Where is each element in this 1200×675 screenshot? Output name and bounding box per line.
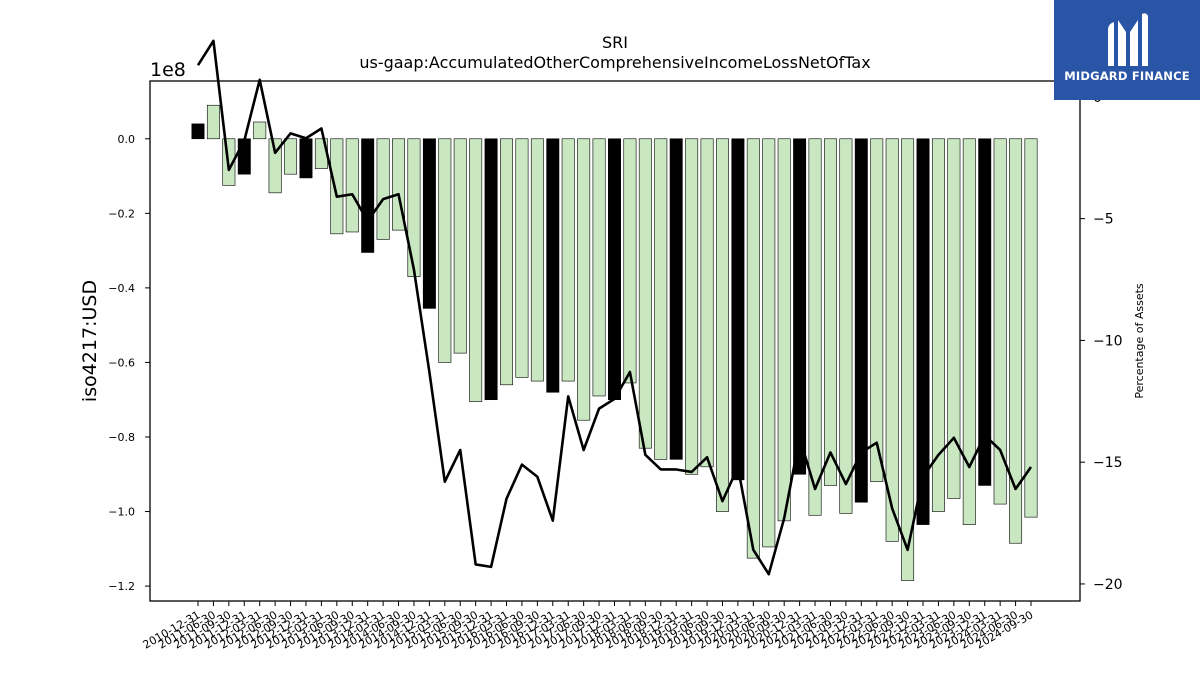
bar [731,138,745,481]
chart-title: SRI [602,33,628,52]
bar [530,138,544,382]
y-tick-label: −1.0 [108,506,135,519]
bar [916,138,930,525]
bar [299,138,313,179]
y-tick-label: −1.2 [108,580,135,593]
bar [237,138,251,175]
y2-axis-label: Percentage of Assets [1133,283,1146,399]
bar [469,138,483,402]
bar [901,138,915,581]
bar [623,138,637,384]
bar [777,138,791,522]
y-axis-ticks: 0.0 −0.2 −0.4 −0.6 −0.8 −1.0 −1.2 [108,133,150,593]
bar [854,138,868,503]
bar [993,138,1007,505]
bar [931,138,945,512]
watermark-logo: MIDGARD FINANCE [1054,0,1200,100]
bar [592,138,606,397]
y2-axis-ticks: 0−5−10−15−20 [1080,90,1123,593]
bar [330,138,344,235]
bar [808,138,822,516]
bar [962,138,976,525]
plot-frame [149,80,1081,602]
y2-tick-label: −10 [1093,333,1123,349]
bar [716,138,729,512]
bar [546,138,560,393]
watermark-text: MIDGARD FINANCE [1064,69,1190,83]
bar [654,138,668,460]
y-tick-label: −0.8 [108,431,135,444]
bar [870,138,884,483]
bar [438,138,452,363]
y-tick-label: 0.0 [118,133,136,146]
bar [669,138,683,460]
bar [746,138,760,559]
bar [422,138,436,309]
x-axis-ticks: 2010-12-312011-06-302011-09-302011-12-31… [141,601,1036,652]
bar [453,138,467,354]
bar [793,138,807,475]
bar [1009,138,1023,544]
bar [885,138,899,542]
bar [500,138,513,386]
bar [839,138,853,514]
y2-tick-label: −5 [1093,212,1114,228]
bar [638,138,652,449]
bar [823,138,837,486]
bar [361,138,375,253]
y-axis-label: iso4217:USD [79,280,101,402]
y2-tick-label: −15 [1093,455,1123,471]
bar [484,138,498,401]
y-tick-label: −0.4 [108,282,135,295]
line-series [196,39,1033,576]
bar [947,138,961,499]
bar [407,138,421,277]
bar [345,138,359,233]
bar [284,138,298,175]
bar [376,138,390,240]
bar [561,138,575,382]
bar-series [191,104,1038,581]
bar [577,138,591,421]
series-line [196,39,1033,576]
bar [978,138,992,486]
bar [268,138,282,194]
bar [700,138,714,468]
bar [762,138,776,548]
chart-subtitle: us-gaap:AccumulatedOtherComprehensiveInc… [359,53,870,72]
bar [206,104,220,140]
bar [1024,138,1038,518]
midgard-logo-icon [1108,13,1148,66]
y-axis-offset-label: 1e8 [150,59,186,81]
y-tick-label: −0.2 [108,207,135,220]
y-tick-label: −0.6 [108,356,135,369]
bar [515,138,529,378]
y2-tick-label: −20 [1093,577,1123,593]
bar [685,138,699,475]
bar [608,138,621,401]
bar [191,123,205,140]
bar [253,121,267,140]
